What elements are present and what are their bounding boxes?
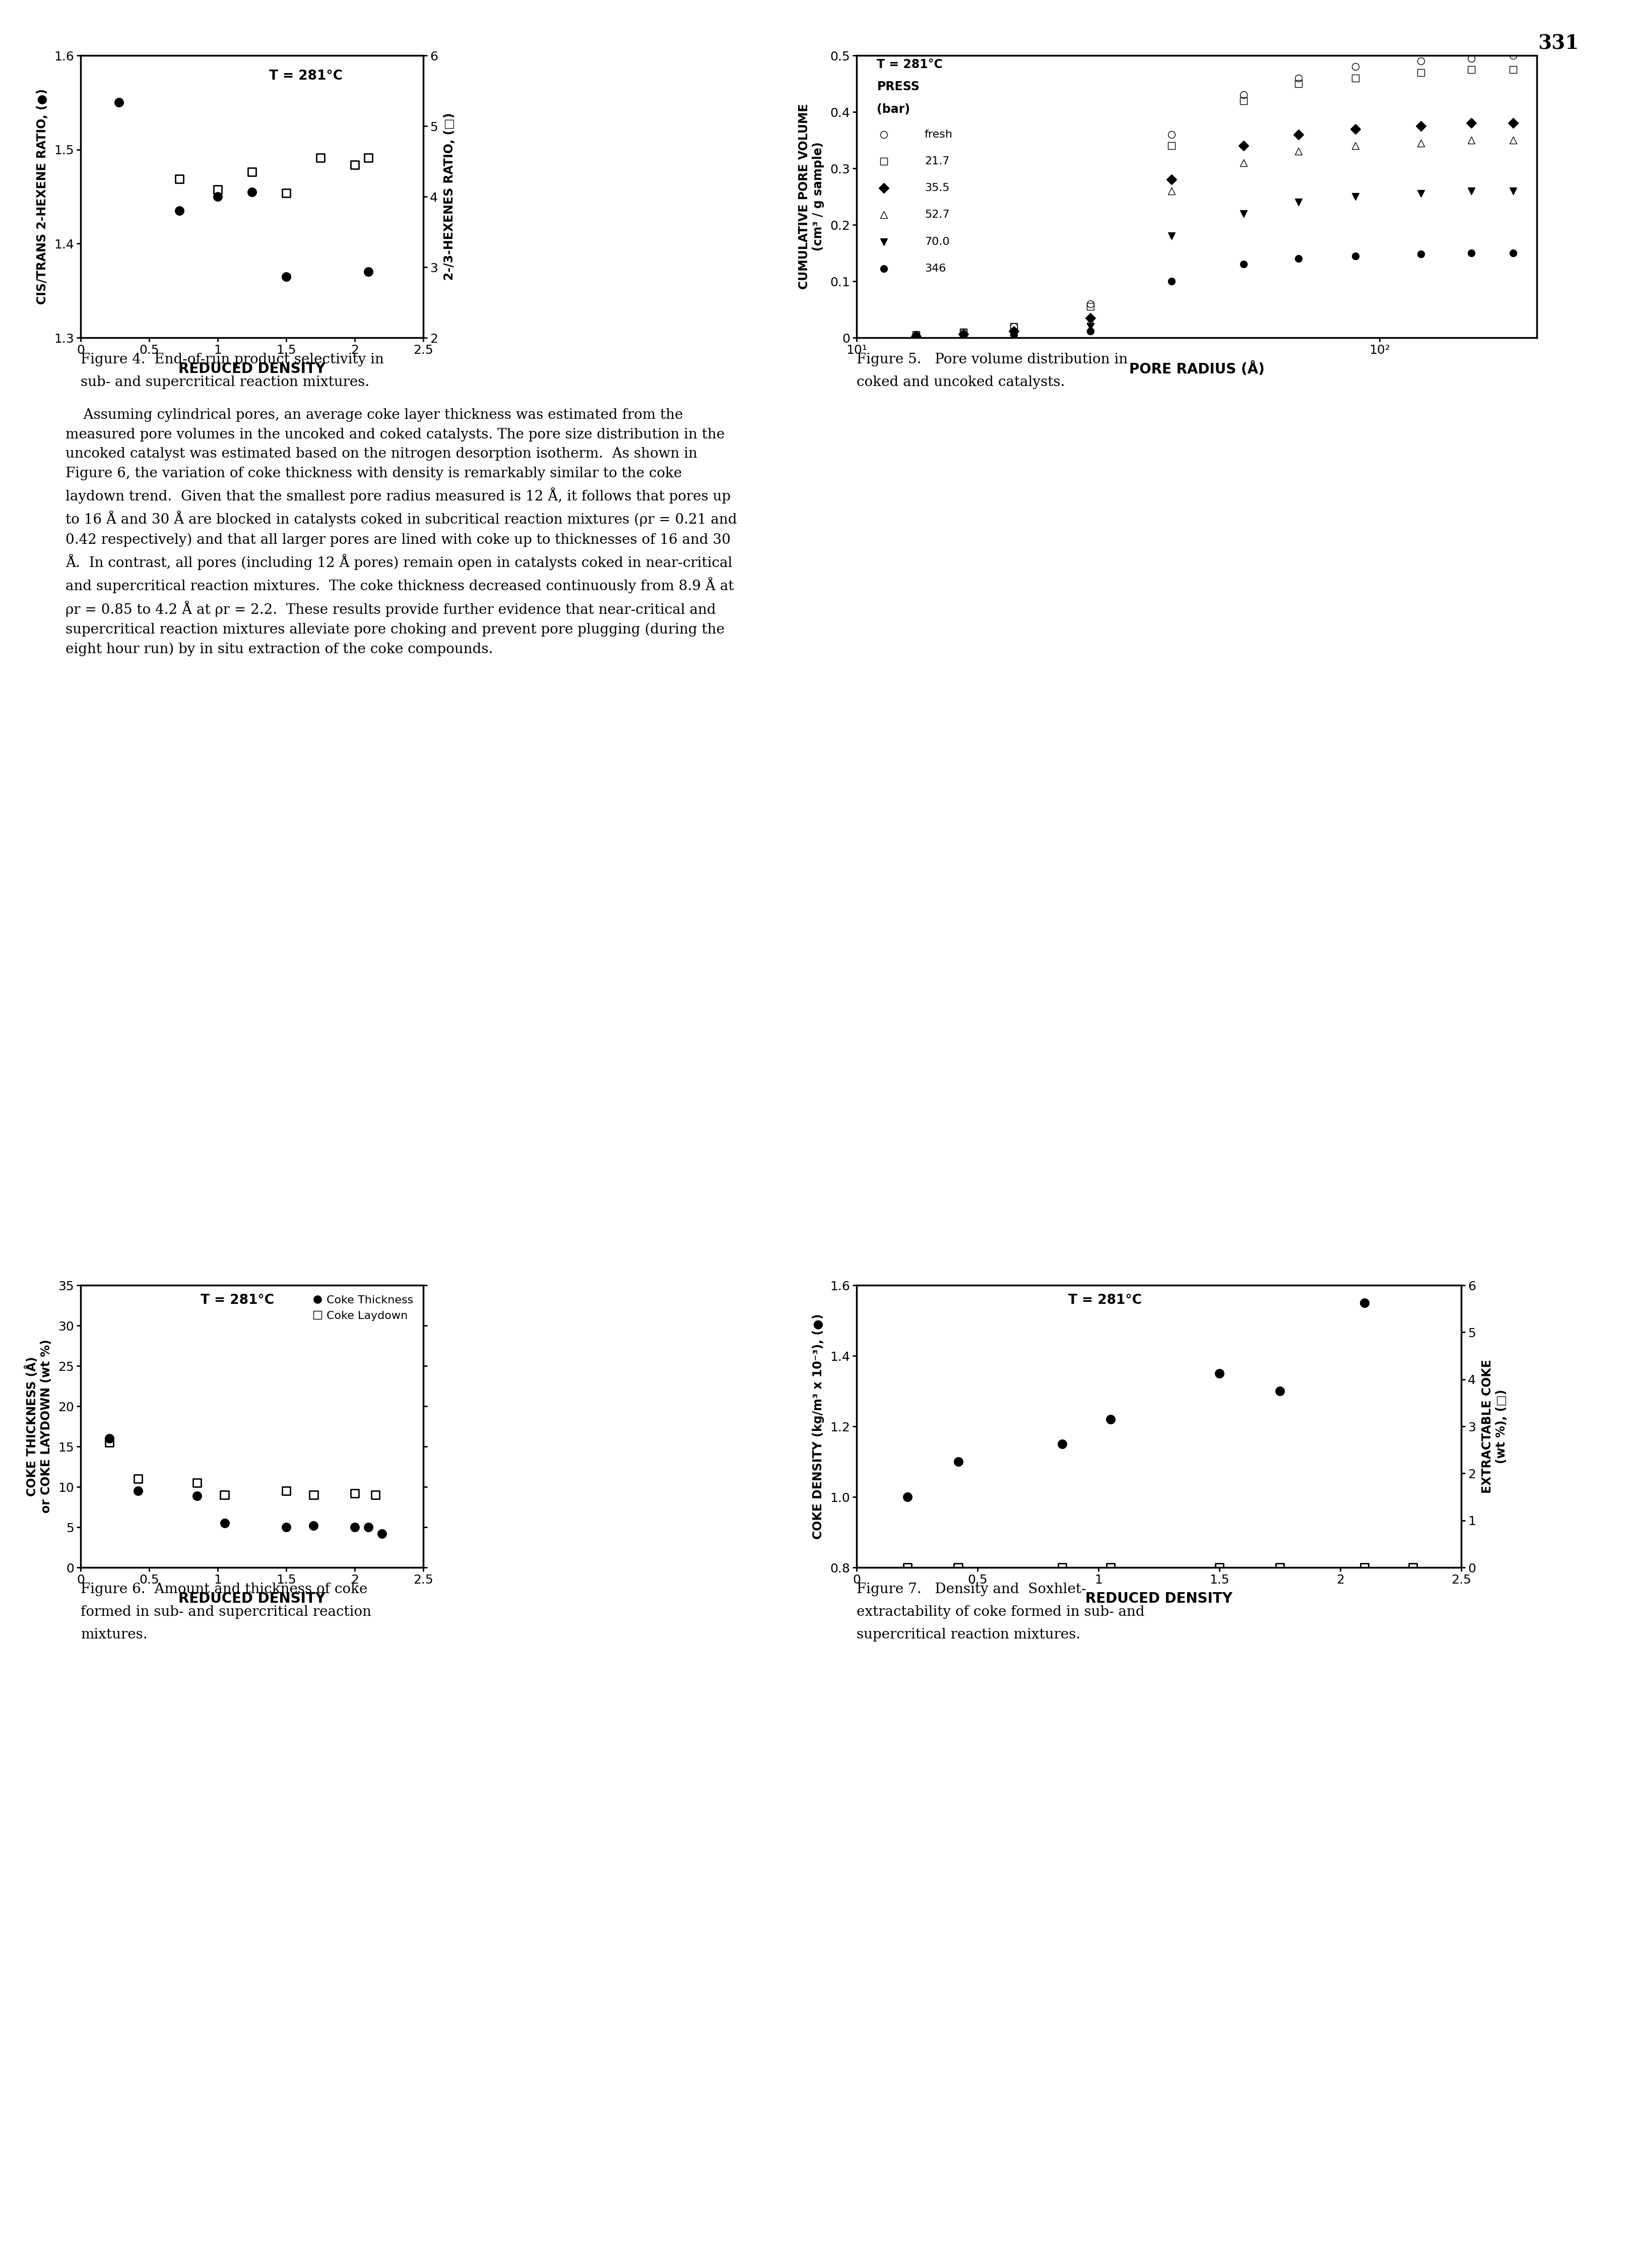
Point [125, 1461, 151, 1497]
Text: sub- and supercritical reaction mixtures.: sub- and supercritical reaction mixtures… [81, 376, 369, 390]
Point [212, 1476, 238, 1513]
Point [895, 1549, 921, 1585]
Text: T = 281°C: T = 281°C [268, 70, 343, 82]
Point [1049, 1427, 1075, 1463]
Text: T = 281°C: T = 281°C [877, 59, 942, 70]
Text: (bar): (bar) [877, 104, 909, 116]
Text: 35.5: 35.5 [924, 184, 949, 193]
Point [369, 1515, 395, 1551]
Text: coked and uncoked catalysts.: coked and uncoked catalysts. [856, 376, 1064, 390]
X-axis label: REDUCED DENSITY: REDUCED DENSITY [1085, 1592, 1232, 1606]
Point [355, 141, 381, 177]
Point [355, 1508, 381, 1545]
Text: Figure 5.   Pore volume distribution in: Figure 5. Pore volume distribution in [856, 354, 1128, 367]
Point [273, 1472, 299, 1508]
Point [1266, 1549, 1292, 1585]
Point [1266, 1372, 1292, 1408]
Point [1097, 1549, 1123, 1585]
Point [1206, 1549, 1232, 1585]
Point [945, 1549, 971, 1585]
Point [273, 259, 299, 295]
Point [1097, 1402, 1123, 1438]
Text: T = 281°C: T = 281°C [1067, 1293, 1142, 1306]
Point [239, 175, 265, 211]
Text: mixtures.: mixtures. [81, 1628, 148, 1642]
Point [96, 1424, 122, 1461]
Text: formed in sub- and supercritical reaction: formed in sub- and supercritical reactio… [81, 1606, 371, 1619]
Point [1350, 1549, 1376, 1585]
Y-axis label: COKE DENSITY (kg/m³ x 10⁻³), (●): COKE DENSITY (kg/m³ x 10⁻³), (●) [812, 1313, 823, 1540]
Text: 21.7: 21.7 [924, 156, 949, 166]
Point [184, 1465, 210, 1501]
Point [1049, 1549, 1075, 1585]
X-axis label: REDUCED DENSITY: REDUCED DENSITY [179, 1592, 325, 1606]
Point [96, 1420, 122, 1456]
Text: Figure 6.  Amount and thickness of coke: Figure 6. Amount and thickness of coke [81, 1583, 368, 1597]
Y-axis label: CUMULATIVE PORE VOLUME
(cm³ / g sample): CUMULATIVE PORE VOLUME (cm³ / g sample) [797, 104, 823, 290]
Point [945, 1442, 971, 1479]
X-axis label: PORE RADIUS (Å): PORE RADIUS (Å) [1129, 363, 1264, 376]
Text: extractability of coke formed in sub- and: extractability of coke formed in sub- an… [856, 1606, 1144, 1619]
Text: Assuming cylindrical pores, an average coke layer thickness was estimated from t: Assuming cylindrical pores, an average c… [65, 408, 737, 655]
Text: 331: 331 [1538, 34, 1578, 52]
Text: fresh: fresh [924, 129, 952, 141]
Point [125, 1472, 151, 1508]
Point [166, 161, 192, 197]
Point [166, 193, 192, 229]
Text: 52.7: 52.7 [924, 211, 949, 220]
Point [355, 254, 381, 290]
Point [895, 1479, 921, 1515]
Point [212, 1506, 238, 1542]
Point [205, 172, 231, 209]
Text: 70.0: 70.0 [924, 236, 949, 247]
X-axis label: REDUCED DENSITY: REDUCED DENSITY [179, 363, 325, 376]
Point [301, 1508, 327, 1545]
Point [184, 1476, 210, 1513]
Point [106, 84, 132, 120]
Y-axis label: COKE THICKNESS (Å)
or COKE LAYDOWN (wt %): COKE THICKNESS (Å) or COKE LAYDOWN (wt %… [24, 1340, 52, 1513]
Point [342, 1474, 368, 1510]
Text: 346: 346 [924, 263, 945, 274]
Point [1399, 1549, 1425, 1585]
Point [273, 175, 299, 211]
Text: Figure 7.   Density and  Soxhlet-: Figure 7. Density and Soxhlet- [856, 1583, 1085, 1597]
Y-axis label: EXTRACTABLE COKE
(wt %), (□): EXTRACTABLE COKE (wt %), (□) [1481, 1359, 1507, 1492]
Point [1206, 1356, 1232, 1393]
Point [308, 141, 334, 177]
Text: T = 281°C: T = 281°C [200, 1293, 273, 1306]
Text: supercritical reaction mixtures.: supercritical reaction mixtures. [856, 1628, 1080, 1642]
Point [1350, 1284, 1376, 1320]
Text: Figure 4.  End-of-run product selectivity in: Figure 4. End-of-run product selectivity… [81, 354, 384, 367]
Point [342, 1508, 368, 1545]
Y-axis label: 2-/3-HEXENES RATIO, (□): 2-/3-HEXENES RATIO, (□) [444, 113, 456, 281]
Point [301, 1476, 327, 1513]
Point [205, 179, 231, 215]
Point [273, 1508, 299, 1545]
Y-axis label: CIS/TRANS 2-HEXENE RATIO, (●): CIS/TRANS 2-HEXENE RATIO, (●) [36, 88, 49, 304]
Point [342, 147, 368, 184]
Text: PRESS: PRESS [877, 82, 919, 93]
Point [363, 1476, 389, 1513]
Legend: Coke Thickness, Coke Laydown: Coke Thickness, Coke Laydown [308, 1290, 418, 1325]
Point [239, 154, 265, 191]
